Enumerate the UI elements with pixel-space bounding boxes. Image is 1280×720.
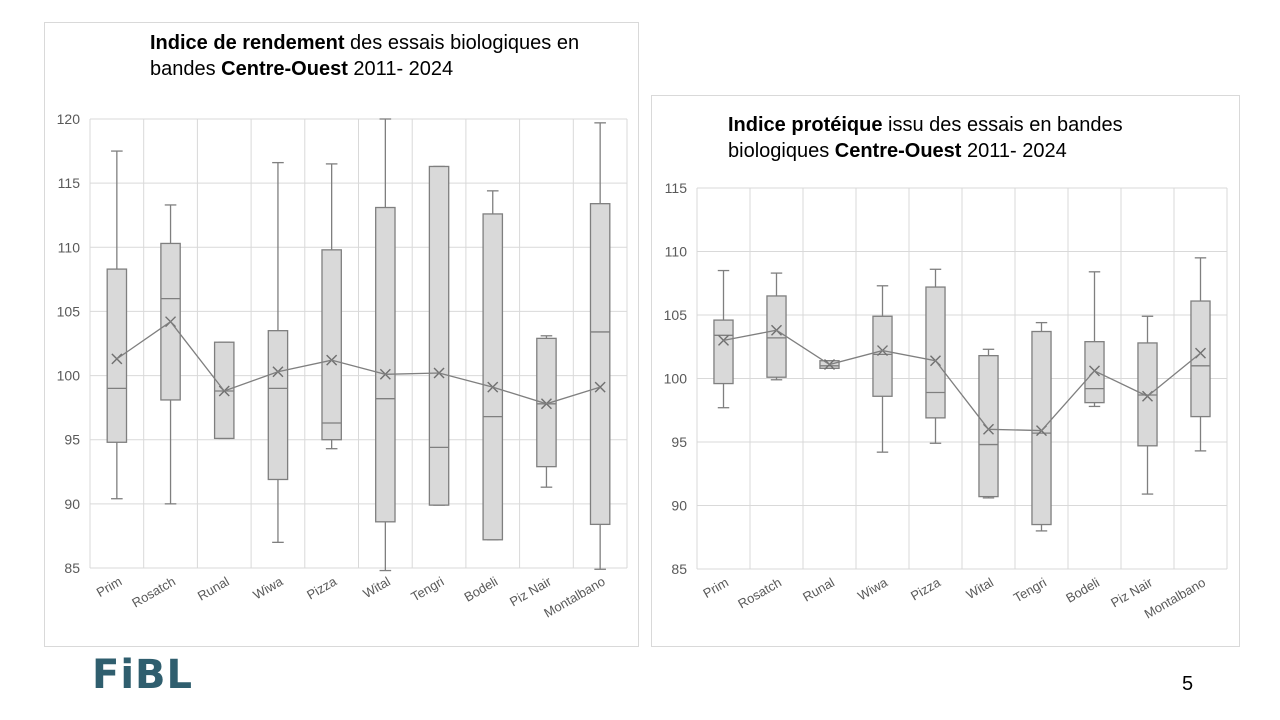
y-tick-label: 95 [671,434,687,450]
box-bodeli [482,190,504,541]
box-iqr [1084,341,1105,404]
box-iqr [978,354,999,498]
box-rosatch [766,272,787,381]
box-iqr [536,337,557,468]
box-montalbano [1190,257,1211,452]
title-part: Centre-Ouest [221,58,348,80]
x-tick-label: Wiwa [855,574,891,603]
box-iqr [1031,330,1052,526]
y-tick-label: 100 [664,371,688,387]
box-iqr [1190,300,1211,418]
x-tick-label: Runal [800,575,837,605]
box-iqr [713,319,734,385]
x-tick-label: Bodeli [1063,575,1102,606]
y-tick-label: 90 [671,498,687,514]
title-part: des essais biologiques en bandes [150,32,580,80]
box-iqr [106,268,128,443]
box-wiwa [872,285,893,453]
box-pizza [925,268,946,444]
title-part: 2011- 2024 [961,140,1067,162]
box-iqr [321,249,342,441]
box-iqr [482,213,504,541]
x-tick-label: Montalbano [1142,575,1208,622]
box-tengri [428,165,450,506]
x-tick-label: Wital [963,575,996,602]
mean-line [116,320,601,405]
box-bodeli [1084,271,1105,408]
y-tick-label: 105 [57,303,81,319]
y-tick-label: 115 [665,180,688,196]
x-tick-label: Tengri [1011,575,1049,606]
box-montalbano [589,122,611,570]
x-tick-label: Rosatch [735,575,784,612]
y-tick-label: 115 [58,175,81,191]
x-tick-label: Prim [700,575,731,601]
box-iqr [872,315,893,397]
y-tick-label: 90 [64,496,80,512]
mean-line [723,329,1201,432]
x-tick-label: Pizza [908,574,944,603]
y-tick-label: 120 [57,111,81,127]
box-wital [978,348,999,499]
page-number: 5 [1182,673,1194,695]
title-part: Indice protéique [728,114,883,136]
box-piz-nair [1137,315,1158,495]
box-wital [375,118,396,572]
box-iqr [766,295,787,378]
box-iqr [925,286,946,419]
y-tick-label: 110 [58,239,81,255]
y-tick-label: 85 [64,560,80,576]
y-tick-label: 100 [57,368,81,384]
mean-marker [594,381,606,393]
fibl-logo: FiBL [92,652,194,698]
box-iqr [589,203,611,526]
y-tick-label: 105 [664,307,688,323]
box-wiwa [267,161,289,543]
y-tick-label: 110 [665,244,688,260]
box-piz-nair [536,335,557,488]
box-tengri [1031,321,1052,532]
box-prim [713,269,734,409]
yield-chart-title: Indice de rendement des essais biologiqu… [150,30,600,82]
title-part: 2011- 2024 [347,58,454,80]
y-tick-label: 95 [64,432,80,448]
box-iqr [375,206,396,523]
protein-chart-title: Indice protéique issu des essais en band… [728,112,1188,164]
title-part: Centre-Ouest [834,140,962,162]
title-part: Indice de rendement [150,32,345,54]
box-iqr [428,165,450,506]
y-tick-label: 85 [671,561,687,577]
title-part: issu des essais en bandes biologiques [728,114,1123,162]
